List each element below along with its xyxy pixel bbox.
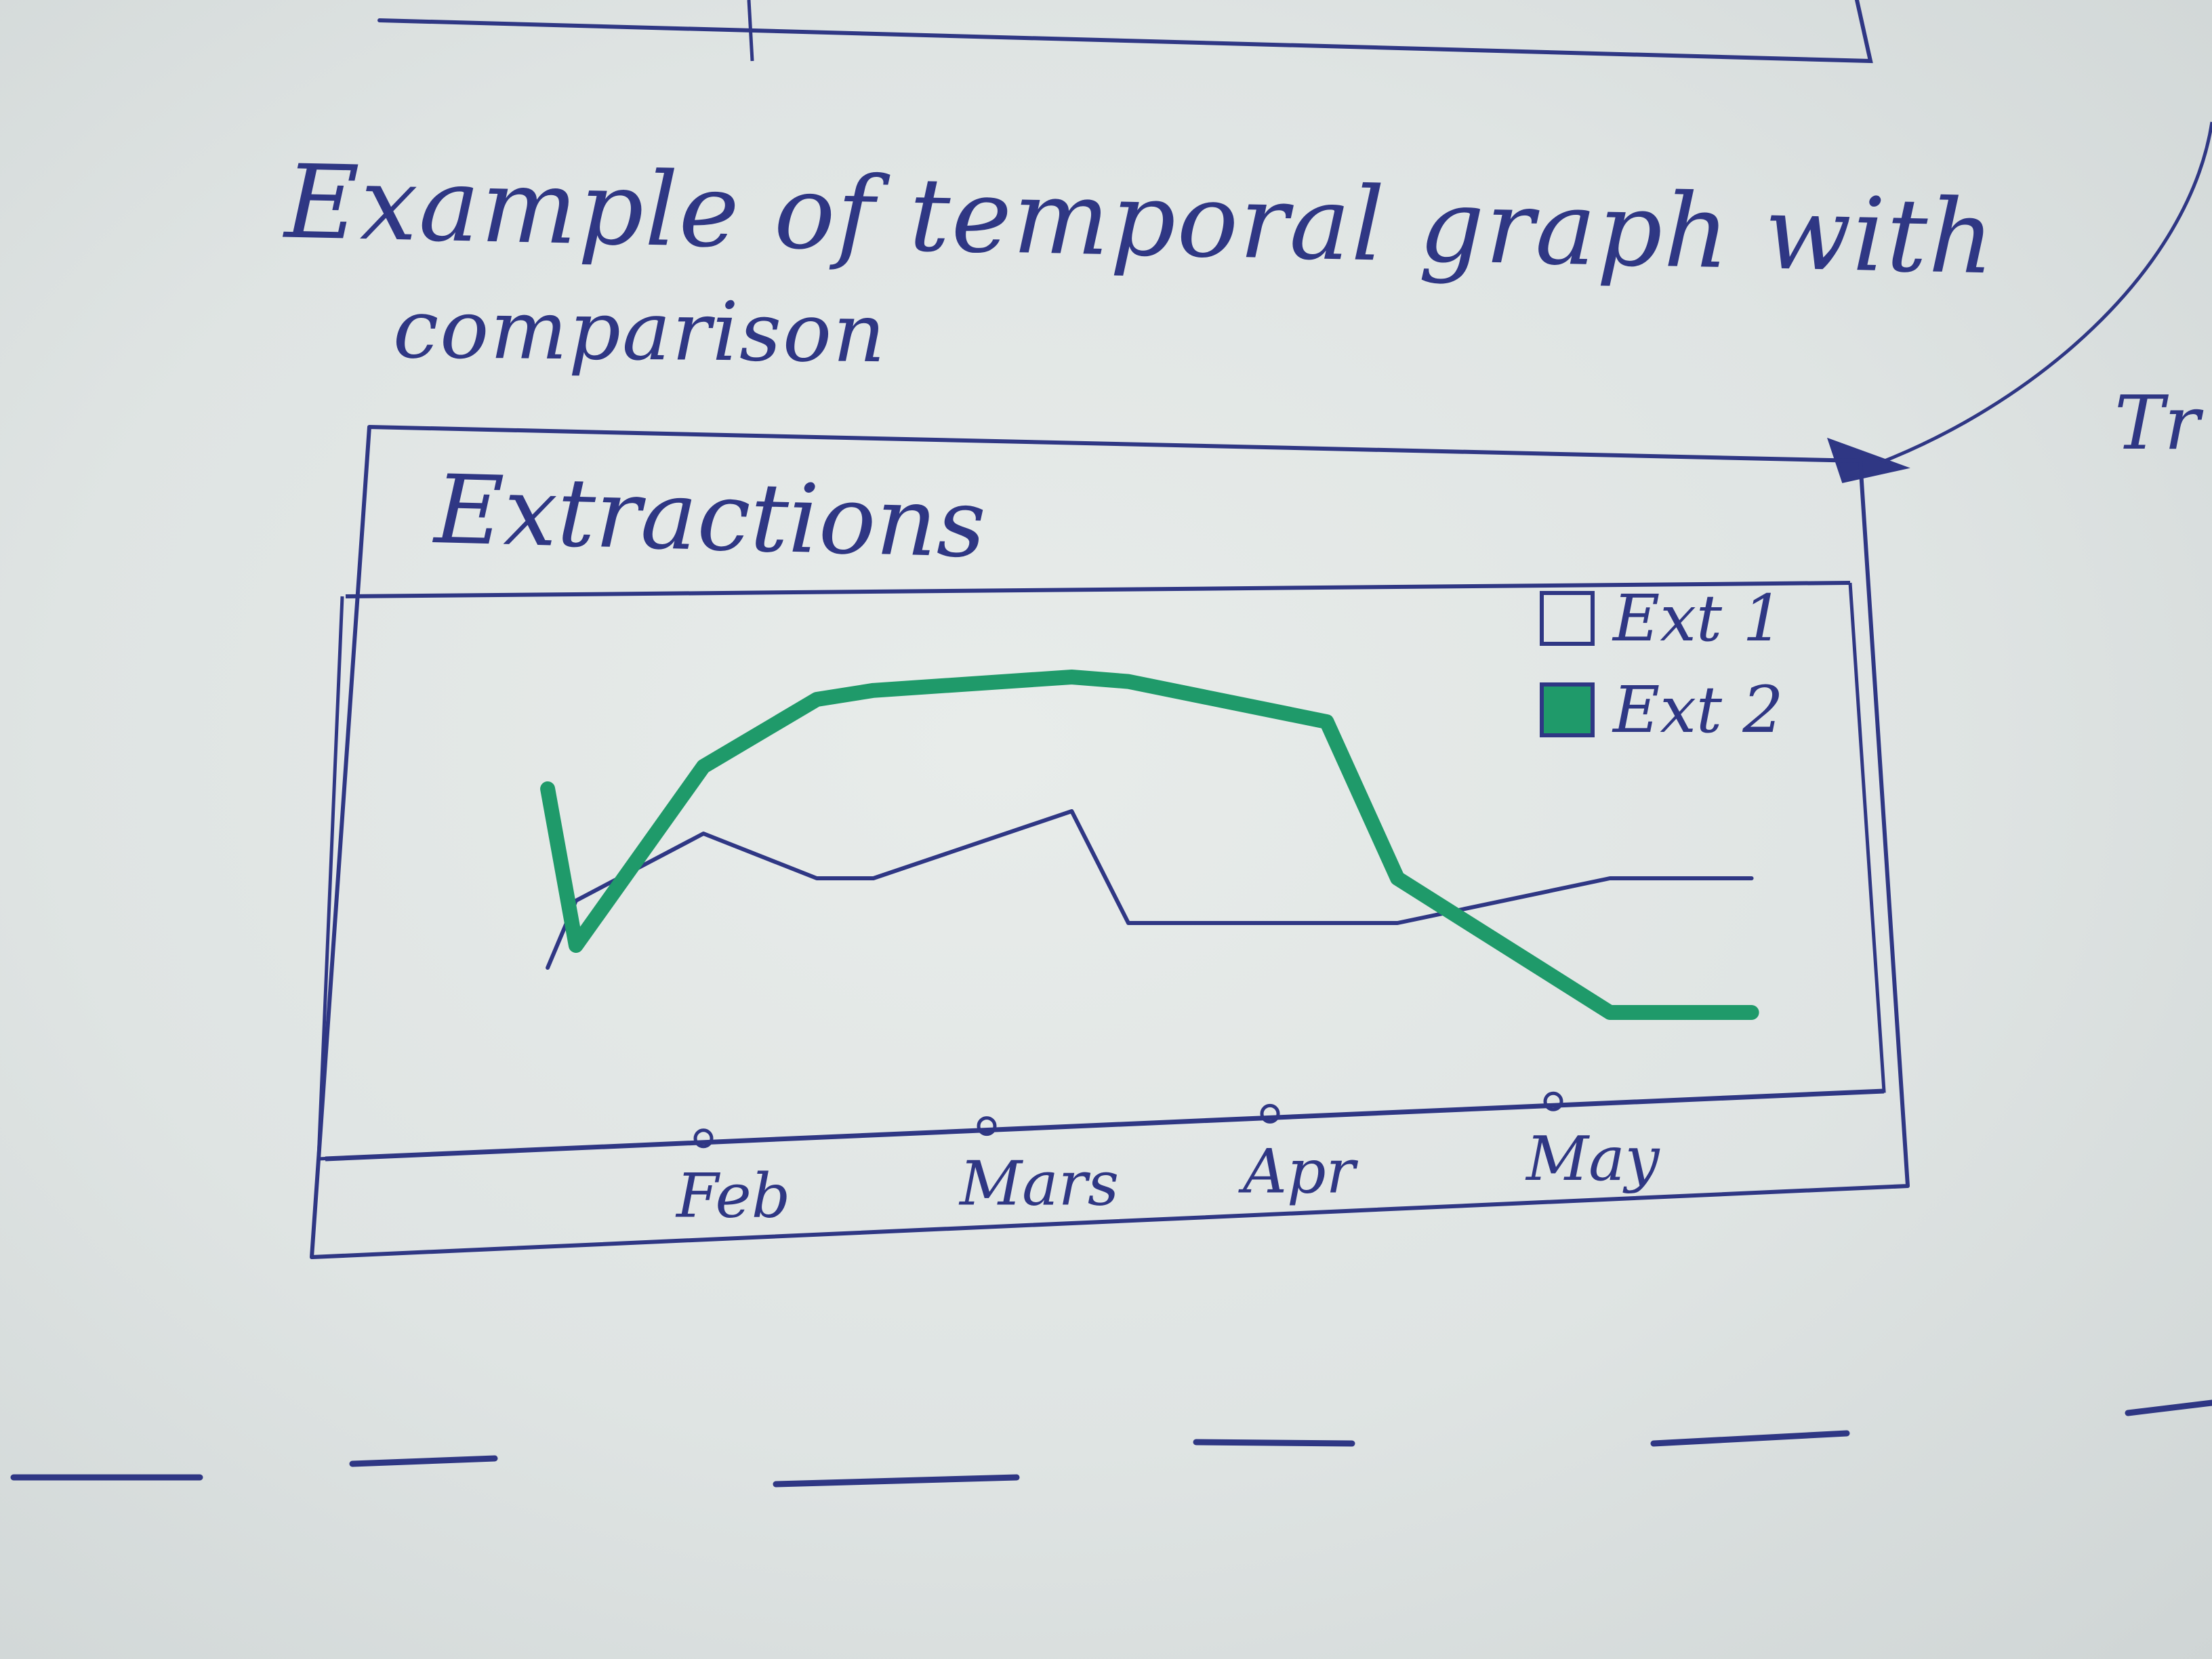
legend-label: Ext 1 bbox=[1612, 581, 1784, 656]
dash-mark bbox=[2125, 1399, 2212, 1416]
widget-border bbox=[310, 425, 1910, 1259]
series-line-ext-2 bbox=[540, 670, 1759, 1020]
dash-mark bbox=[1193, 1439, 1355, 1447]
chart-legend[interactable]: Ext 1 Ext 2 bbox=[1540, 581, 1784, 747]
x-tick-mark bbox=[693, 1128, 714, 1149]
dash-mark bbox=[773, 1474, 1020, 1488]
x-axis-line bbox=[325, 1088, 1885, 1162]
x-tick-label: Mars bbox=[958, 1149, 1119, 1220]
title-bar-divider bbox=[345, 581, 1851, 598]
legend-label: Ext 2 bbox=[1612, 673, 1784, 747]
side-mark-text: Tr bbox=[2114, 380, 2200, 466]
legend-swatch-ext-2[interactable] bbox=[1540, 682, 1595, 737]
top-frame-edge bbox=[377, 0, 1873, 64]
x-tick-mark bbox=[977, 1116, 997, 1136]
connector-curve bbox=[1866, 121, 2212, 470]
dash-mark bbox=[349, 1455, 498, 1467]
x-tick-label: Feb bbox=[675, 1161, 790, 1232]
legend-swatch-ext-1[interactable] bbox=[1540, 591, 1595, 646]
x-tick-mark bbox=[1543, 1091, 1563, 1111]
top-frame-divider bbox=[747, 0, 754, 62]
dash-mark bbox=[1650, 1430, 1850, 1447]
x-tick-mark bbox=[1260, 1103, 1280, 1124]
x-tick-label: May bbox=[1525, 1124, 1660, 1195]
widget-title: Extractions bbox=[431, 455, 987, 579]
series-layer bbox=[540, 670, 1759, 1020]
x-tick-label: Apr bbox=[1238, 1136, 1359, 1207]
series-line-ext-1 bbox=[546, 809, 1754, 970]
x-axis-ticks: Feb Mars Apr May bbox=[675, 1091, 1660, 1232]
